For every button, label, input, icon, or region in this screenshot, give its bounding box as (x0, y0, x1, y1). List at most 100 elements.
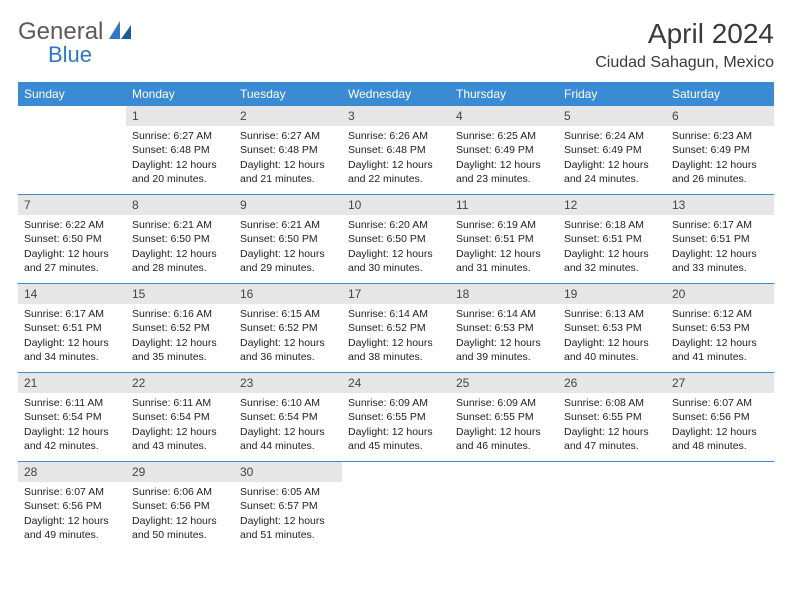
day-cell: 28Sunrise: 6:07 AMSunset: 6:56 PMDayligh… (18, 462, 126, 550)
weekday-tuesday: Tuesday (234, 82, 342, 106)
day-details: Sunrise: 6:14 AMSunset: 6:52 PMDaylight:… (342, 304, 450, 368)
day-cell: .. (342, 462, 450, 550)
day-details: Sunrise: 6:11 AMSunset: 6:54 PMDaylight:… (18, 393, 126, 457)
day-cell: 19Sunrise: 6:13 AMSunset: 6:53 PMDayligh… (558, 284, 666, 372)
day-number: 14 (18, 284, 126, 304)
week-row: 14Sunrise: 6:17 AMSunset: 6:51 PMDayligh… (18, 283, 774, 372)
day-cell: 11Sunrise: 6:19 AMSunset: 6:51 PMDayligh… (450, 195, 558, 283)
day-number: 4 (450, 106, 558, 126)
day-details: Sunrise: 6:08 AMSunset: 6:55 PMDaylight:… (558, 393, 666, 457)
day-cell: 30Sunrise: 6:05 AMSunset: 6:57 PMDayligh… (234, 462, 342, 550)
logo: General Blue (18, 18, 133, 46)
day-details: Sunrise: 6:09 AMSunset: 6:55 PMDaylight:… (450, 393, 558, 457)
day-number: 2 (234, 106, 342, 126)
day-cell: 8Sunrise: 6:21 AMSunset: 6:50 PMDaylight… (126, 195, 234, 283)
day-cell: 10Sunrise: 6:20 AMSunset: 6:50 PMDayligh… (342, 195, 450, 283)
day-number: 19 (558, 284, 666, 304)
day-number: 24 (342, 373, 450, 393)
day-details: Sunrise: 6:23 AMSunset: 6:49 PMDaylight:… (666, 126, 774, 190)
day-details: Sunrise: 6:15 AMSunset: 6:52 PMDaylight:… (234, 304, 342, 368)
day-details: Sunrise: 6:27 AMSunset: 6:48 PMDaylight:… (126, 126, 234, 190)
day-details: Sunrise: 6:13 AMSunset: 6:53 PMDaylight:… (558, 304, 666, 368)
day-number: 7 (18, 195, 126, 215)
day-cell: 13Sunrise: 6:17 AMSunset: 6:51 PMDayligh… (666, 195, 774, 283)
day-details: Sunrise: 6:06 AMSunset: 6:56 PMDaylight:… (126, 482, 234, 546)
day-number: 12 (558, 195, 666, 215)
day-number: 1 (126, 106, 234, 126)
day-number: 6 (666, 106, 774, 126)
weekday-saturday: Saturday (666, 82, 774, 106)
day-number: 13 (666, 195, 774, 215)
day-cell: 15Sunrise: 6:16 AMSunset: 6:52 PMDayligh… (126, 284, 234, 372)
day-details: Sunrise: 6:05 AMSunset: 6:57 PMDaylight:… (234, 482, 342, 546)
day-cell: 1Sunrise: 6:27 AMSunset: 6:48 PMDaylight… (126, 106, 234, 194)
day-cell: 22Sunrise: 6:11 AMSunset: 6:54 PMDayligh… (126, 373, 234, 461)
day-cell: 26Sunrise: 6:08 AMSunset: 6:55 PMDayligh… (558, 373, 666, 461)
day-details: Sunrise: 6:09 AMSunset: 6:55 PMDaylight:… (342, 393, 450, 457)
day-details: Sunrise: 6:26 AMSunset: 6:48 PMDaylight:… (342, 126, 450, 190)
week-row: 7Sunrise: 6:22 AMSunset: 6:50 PMDaylight… (18, 194, 774, 283)
weekday-row: SundayMondayTuesdayWednesdayThursdayFrid… (18, 82, 774, 106)
day-number: 23 (234, 373, 342, 393)
weekday-thursday: Thursday (450, 82, 558, 106)
title-block: April 2024 Ciudad Sahagun, Mexico (595, 18, 774, 72)
week-row: 21Sunrise: 6:11 AMSunset: 6:54 PMDayligh… (18, 372, 774, 461)
logo-sail-icon (107, 19, 133, 46)
day-cell: 21Sunrise: 6:11 AMSunset: 6:54 PMDayligh… (18, 373, 126, 461)
day-cell: 20Sunrise: 6:12 AMSunset: 6:53 PMDayligh… (666, 284, 774, 372)
day-cell: 29Sunrise: 6:06 AMSunset: 6:56 PMDayligh… (126, 462, 234, 550)
day-number: 8 (126, 195, 234, 215)
day-details: Sunrise: 6:16 AMSunset: 6:52 PMDaylight:… (126, 304, 234, 368)
day-cell: 14Sunrise: 6:17 AMSunset: 6:51 PMDayligh… (18, 284, 126, 372)
day-details: Sunrise: 6:14 AMSunset: 6:53 PMDaylight:… (450, 304, 558, 368)
day-cell: .. (558, 462, 666, 550)
day-cell: 3Sunrise: 6:26 AMSunset: 6:48 PMDaylight… (342, 106, 450, 194)
logo-text-blue: Blue (48, 42, 92, 68)
day-number: 25 (450, 373, 558, 393)
header: General Blue April 2024 Ciudad Sahagun, … (18, 18, 774, 72)
day-cell: 24Sunrise: 6:09 AMSunset: 6:55 PMDayligh… (342, 373, 450, 461)
location: Ciudad Sahagun, Mexico (595, 54, 774, 72)
day-cell: 25Sunrise: 6:09 AMSunset: 6:55 PMDayligh… (450, 373, 558, 461)
weekday-friday: Friday (558, 82, 666, 106)
day-details: Sunrise: 6:07 AMSunset: 6:56 PMDaylight:… (666, 393, 774, 457)
day-details: Sunrise: 6:22 AMSunset: 6:50 PMDaylight:… (18, 215, 126, 279)
month-title: April 2024 (595, 18, 774, 50)
day-cell: 4Sunrise: 6:25 AMSunset: 6:49 PMDaylight… (450, 106, 558, 194)
page: General Blue April 2024 Ciudad Sahagun, … (0, 0, 792, 560)
day-cell: 2Sunrise: 6:27 AMSunset: 6:48 PMDaylight… (234, 106, 342, 194)
day-number: 26 (558, 373, 666, 393)
day-number: 15 (126, 284, 234, 304)
day-cell: .. (18, 106, 126, 194)
day-details: Sunrise: 6:24 AMSunset: 6:49 PMDaylight:… (558, 126, 666, 190)
day-cell: 6Sunrise: 6:23 AMSunset: 6:49 PMDaylight… (666, 106, 774, 194)
day-cell: .. (666, 462, 774, 550)
day-number: 3 (342, 106, 450, 126)
day-number: 30 (234, 462, 342, 482)
day-number: 17 (342, 284, 450, 304)
day-details: Sunrise: 6:21 AMSunset: 6:50 PMDaylight:… (234, 215, 342, 279)
week-row: ..1Sunrise: 6:27 AMSunset: 6:48 PMDaylig… (18, 106, 774, 194)
day-number: 20 (666, 284, 774, 304)
day-cell: 12Sunrise: 6:18 AMSunset: 6:51 PMDayligh… (558, 195, 666, 283)
day-number: 28 (18, 462, 126, 482)
day-number: 18 (450, 284, 558, 304)
day-cell: 27Sunrise: 6:07 AMSunset: 6:56 PMDayligh… (666, 373, 774, 461)
day-cell: 5Sunrise: 6:24 AMSunset: 6:49 PMDaylight… (558, 106, 666, 194)
day-details: Sunrise: 6:27 AMSunset: 6:48 PMDaylight:… (234, 126, 342, 190)
day-details: Sunrise: 6:25 AMSunset: 6:49 PMDaylight:… (450, 126, 558, 190)
weekday-wednesday: Wednesday (342, 82, 450, 106)
day-cell: 7Sunrise: 6:22 AMSunset: 6:50 PMDaylight… (18, 195, 126, 283)
day-number: 11 (450, 195, 558, 215)
day-number: 27 (666, 373, 774, 393)
day-details: Sunrise: 6:19 AMSunset: 6:51 PMDaylight:… (450, 215, 558, 279)
day-details: Sunrise: 6:11 AMSunset: 6:54 PMDaylight:… (126, 393, 234, 457)
weekday-monday: Monday (126, 82, 234, 106)
day-details: Sunrise: 6:17 AMSunset: 6:51 PMDaylight:… (666, 215, 774, 279)
day-details: Sunrise: 6:10 AMSunset: 6:54 PMDaylight:… (234, 393, 342, 457)
day-details: Sunrise: 6:07 AMSunset: 6:56 PMDaylight:… (18, 482, 126, 546)
day-cell: 17Sunrise: 6:14 AMSunset: 6:52 PMDayligh… (342, 284, 450, 372)
day-number: 29 (126, 462, 234, 482)
day-details: Sunrise: 6:18 AMSunset: 6:51 PMDaylight:… (558, 215, 666, 279)
day-cell: .. (450, 462, 558, 550)
